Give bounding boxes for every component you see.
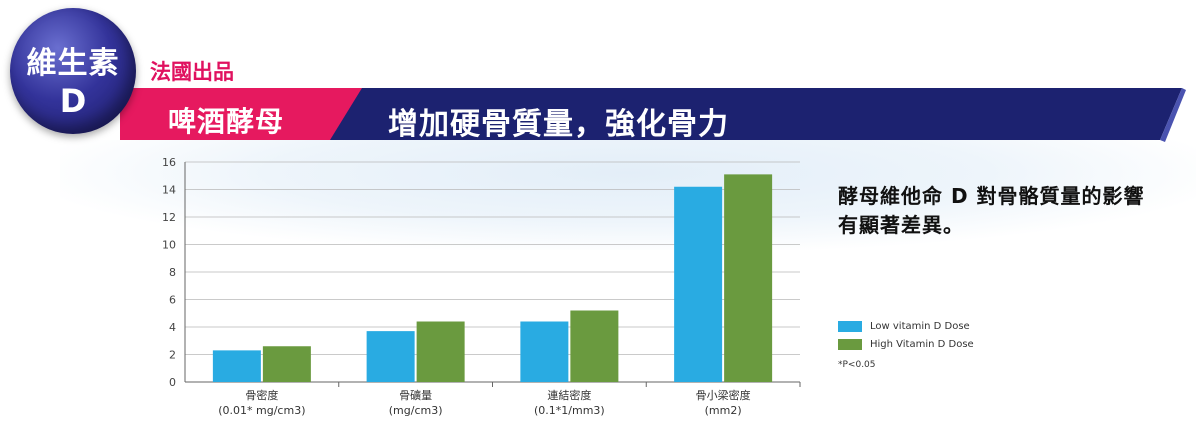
product-bar — [120, 88, 362, 140]
y-tick-label: 4 — [169, 321, 176, 334]
headline-bar — [300, 88, 1182, 140]
product-name: 啤酒酵母 — [168, 105, 285, 138]
chart-legend: Low vitamin D Dose High Vitamin D Dose — [838, 317, 974, 353]
header-banner — [120, 88, 1186, 142]
headline-bar-edge — [1160, 88, 1186, 142]
x-category-label: 骨礦量 — [399, 388, 432, 402]
bar-high — [570, 310, 619, 382]
bar-low — [674, 186, 723, 382]
y-tick-label: 8 — [169, 266, 176, 279]
side-description: 酵母維他命 D 對骨骼質量的影響有顯著差異。 — [838, 184, 1145, 237]
legend-label-low: Low vitamin D Dose — [870, 320, 970, 332]
y-tick-label: 12 — [162, 211, 176, 224]
x-category-label: (0.1*1/mm3) — [534, 404, 605, 417]
x-category-label: 骨密度 — [245, 388, 278, 402]
x-category-label: (0.01* mg/cm3) — [218, 404, 305, 417]
bar-low — [520, 321, 569, 382]
y-tick-label: 0 — [169, 376, 176, 389]
legend-label-high: High Vitamin D Dose — [870, 338, 974, 350]
vitamin-d-badge: 維生素 D — [10, 8, 136, 134]
legend-swatch-high — [838, 338, 862, 350]
bar-high — [416, 321, 465, 382]
x-category-label: (mm2) — [705, 404, 742, 417]
origin-label: 法國出品 — [150, 60, 234, 84]
y-tick-label: 10 — [162, 239, 176, 252]
x-category-label: 骨小梁密度 — [696, 388, 751, 402]
bar-low — [366, 331, 415, 382]
legend-item-low: Low vitamin D Dose — [838, 317, 974, 335]
bar-low — [212, 350, 261, 382]
bar-high — [724, 174, 773, 382]
background-glow — [60, 140, 1196, 250]
x-category-label: 連結密度 — [547, 388, 591, 402]
y-tick-label: 6 — [169, 294, 176, 307]
headline: 增加硬骨質量，強化骨力 — [388, 107, 729, 142]
badge-title: 維生素 — [26, 46, 120, 81]
footnote: *P<0.05 — [838, 360, 876, 370]
badge-letter: D — [59, 82, 87, 120]
x-category-label: (mg/cm3) — [389, 404, 443, 417]
y-tick-label: 14 — [162, 184, 176, 197]
y-tick-label: 2 — [169, 349, 176, 362]
legend-item-high: High Vitamin D Dose — [838, 335, 974, 353]
bar-high — [262, 346, 311, 382]
legend-swatch-low — [838, 320, 862, 332]
y-tick-label: 16 — [162, 156, 176, 169]
